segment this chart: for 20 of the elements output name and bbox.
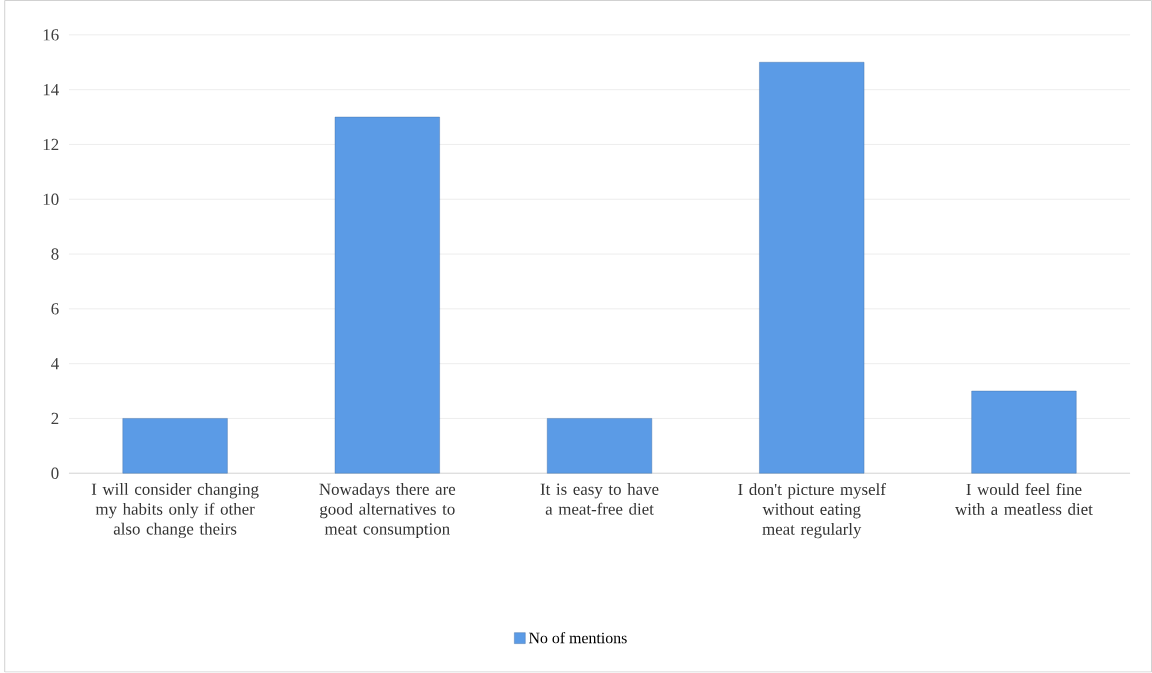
y-tick-label: 4 [51,358,59,370]
x-tick-label: I would feel fine with a meatless diet [955,483,1093,516]
y-tick-label: 16 [43,29,59,41]
y-tick-label: 2 [51,413,59,425]
y-tick-label: 8 [51,248,59,260]
bar [759,62,865,474]
x-tick-label: I don't picture myself without eating meat regularly [738,483,886,539]
bar [334,117,440,474]
legend-label: No of mentions [528,632,627,644]
y-tick-label: 0 [51,467,59,480]
bar [971,391,1077,474]
x-tick-label: Nowadays there are good alternatives to meat consumption [319,483,456,539]
bar [122,418,228,474]
x-tick-label: It is easy to have a meat-free diet [540,483,659,516]
y-tick-label: 14 [43,84,59,96]
bar [547,418,653,474]
y-tick-label: 12 [43,139,59,151]
x-tick-label: I will consider changing my habits only if other also change theirs [91,483,259,539]
y-tick-label: 6 [51,303,59,315]
y-tick-label: 10 [43,193,59,206]
